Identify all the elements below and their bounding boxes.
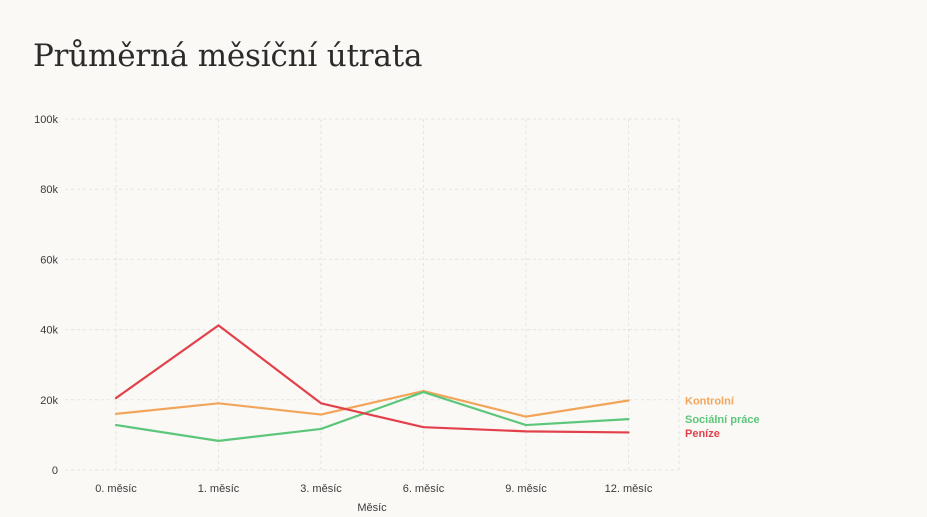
- series-lines: [114, 324, 630, 442]
- x-tick-label: 6. měsíc: [403, 483, 445, 495]
- y-tick-label: 60k: [40, 254, 58, 266]
- y-tick-label: 80k: [40, 184, 58, 196]
- chart-title: Průměrná měsíční útrata: [33, 38, 423, 74]
- y-tick-label: 100k: [34, 114, 58, 126]
- y-tick-label: 20k: [40, 395, 58, 407]
- legend-label: Sociální práce: [685, 414, 760, 426]
- series-line-sociální-práce: [114, 390, 630, 442]
- x-axis-title: Měsíc: [357, 502, 387, 514]
- x-tick-label: 12. měsíc: [605, 483, 653, 495]
- x-tick-label: 9. měsíc: [505, 483, 547, 495]
- x-tick-label: 0. měsíc: [95, 483, 137, 495]
- y-axis-ticks: 0 20k 40k 60k 80k 100k: [34, 114, 58, 477]
- x-axis-ticks: 0. měsíc 1. měsíc 3. měsíc 6. měsíc 9. měsíc…: [95, 483, 653, 495]
- x-tick-label: 3. měsíc: [300, 483, 342, 495]
- legend-label: Kontrolní: [685, 396, 735, 408]
- y-tick-label: 0: [52, 465, 58, 477]
- series-line-kontrolní: [114, 389, 630, 418]
- y-tick-label: 40k: [40, 325, 58, 337]
- series-line-peníze: [114, 324, 630, 434]
- x-tick-label: 1. měsíc: [198, 483, 240, 495]
- legend-label: Peníze: [685, 428, 720, 440]
- legend: Kontrolní Sociální práce Peníze: [685, 396, 760, 441]
- grid: [65, 118, 680, 471]
